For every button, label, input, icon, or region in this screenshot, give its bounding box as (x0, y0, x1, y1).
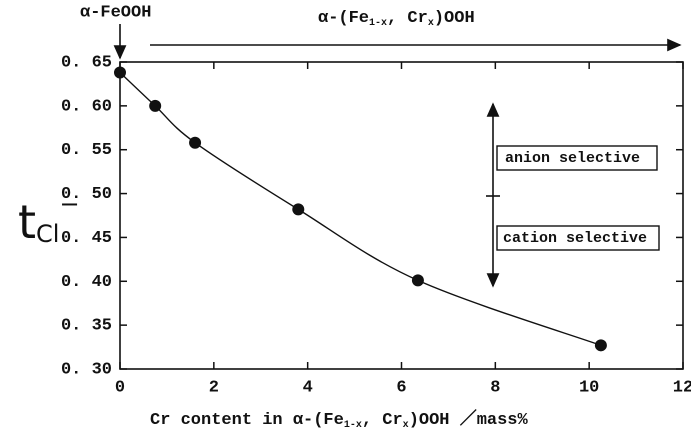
annotation: cation selective (503, 230, 647, 247)
y-tick-label: 0. 40 (61, 273, 112, 292)
label-part: , Cr (387, 9, 428, 28)
x-tick-label: 4 (303, 378, 313, 397)
label-part: 1-x (369, 18, 387, 29)
label-part: − (59, 190, 79, 218)
label: α-(Fe1-x, Crx)OOH (318, 9, 475, 28)
y-tick-label: 0. 30 (61, 360, 112, 379)
point (594, 339, 607, 352)
x-tick-label: 8 (490, 378, 500, 397)
point (189, 136, 202, 149)
y-tick-label: 0. 60 (61, 97, 112, 116)
label-part: )OOH ／mass% (409, 408, 529, 430)
label-part: Cl (36, 220, 59, 248)
x-tick-label: 0 (115, 378, 125, 397)
annotation: α-FeOOH (80, 3, 151, 22)
label-box (496, 145, 658, 171)
y-tick-label: 0. 55 (61, 141, 112, 160)
label-part: x (403, 420, 409, 431)
label-part: , Cr (362, 411, 403, 430)
label-part: t (18, 195, 36, 249)
plot-frame (119, 61, 684, 370)
x-tick-label: 12 (673, 378, 691, 397)
label-part: Cr content in α-(Fe (150, 411, 344, 430)
point (292, 203, 305, 216)
y-axis-label: tCl− (18, 190, 80, 249)
point (411, 274, 424, 287)
label-part: 1-x (344, 420, 362, 431)
label-part: )OOH (434, 9, 475, 28)
line (119, 72, 602, 346)
label-part: α-(Fe (318, 9, 369, 28)
label-box (496, 225, 660, 251)
y-tick-label: 0. 65 (61, 53, 112, 72)
y-tick-label: 0. 50 (61, 185, 112, 204)
annotation: anion selective (505, 150, 640, 167)
y-tick-label: 0. 35 (61, 317, 112, 336)
x-tick-label: 10 (579, 378, 599, 397)
label-part: x (428, 18, 434, 29)
x-tick-label: 6 (396, 378, 406, 397)
y-tick-label: 0. 45 (61, 229, 112, 248)
point (149, 99, 162, 112)
point (114, 66, 126, 79)
x-tick-label: 2 (209, 378, 219, 397)
label: Cr content in α-(Fe1-x, Crx)OOH ／mass% (150, 408, 529, 430)
